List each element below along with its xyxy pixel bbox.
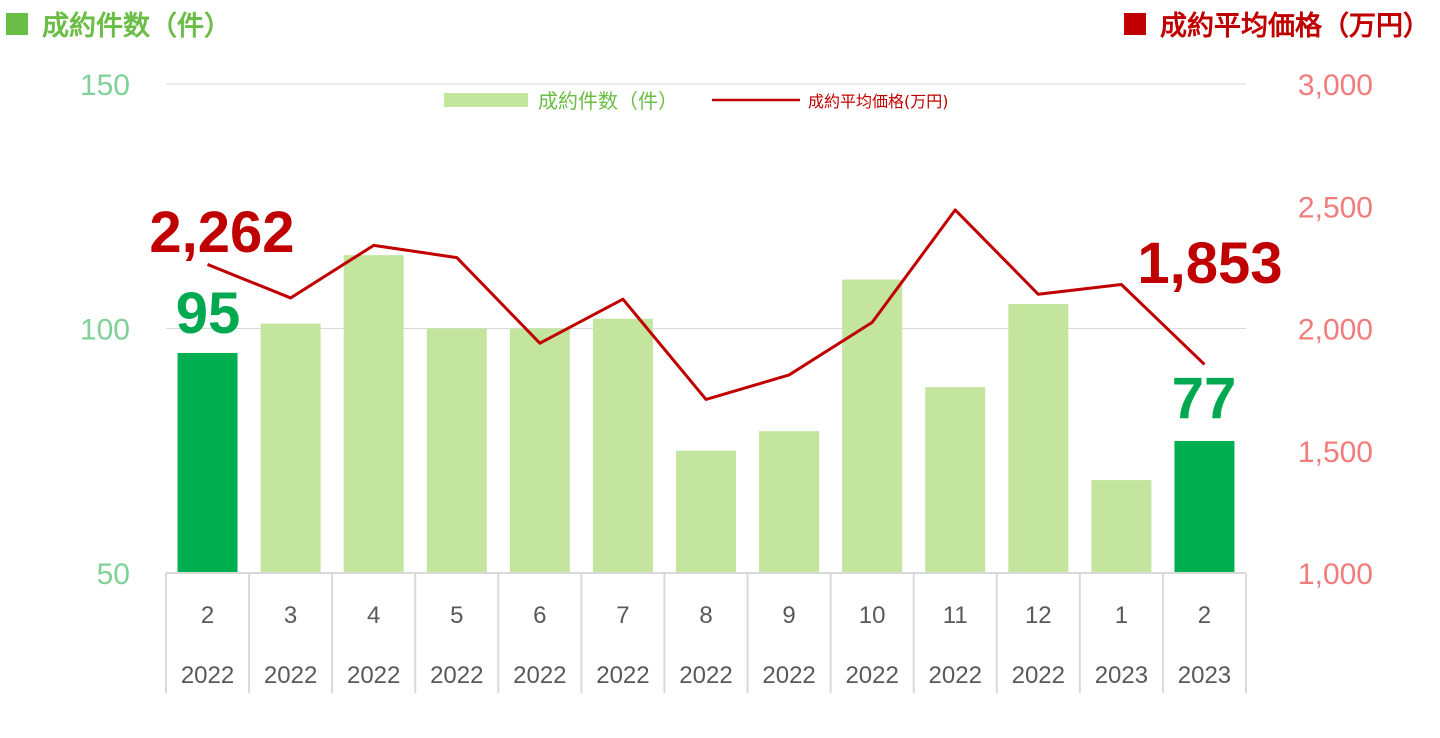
right-header-title: 成約平均価格（万円） bbox=[1160, 11, 1430, 42]
category-month-label: 2 bbox=[1198, 602, 1211, 629]
right-header-square-icon bbox=[1124, 12, 1146, 35]
category-labels: 2 2022 3 2022 4 2022 5 2022 6 2022 7 2022 8 2022 9 2022… bbox=[181, 602, 1231, 689]
bar bbox=[177, 352, 238, 573]
bar bbox=[842, 279, 903, 573]
category-year-label: 2022 bbox=[181, 662, 234, 689]
bar bbox=[260, 323, 321, 573]
left-header-title: 成約件数（件） bbox=[42, 11, 231, 42]
category-year-label: 2022 bbox=[1012, 662, 1065, 689]
category-year-label: 2022 bbox=[513, 662, 566, 689]
category-month-label: 6 bbox=[533, 602, 546, 629]
category-year-label: 2022 bbox=[264, 662, 317, 689]
bar bbox=[343, 255, 404, 573]
left-header-square-icon bbox=[6, 12, 28, 35]
line-value-annotation: 1,853 bbox=[1137, 231, 1282, 296]
right-axis-header: 成約平均価格（万円） bbox=[1124, 4, 1430, 43]
category-month-label: 10 bbox=[859, 602, 886, 629]
left-axis-tick-label: 150 bbox=[80, 69, 130, 102]
line-value-annotation: 2,262 bbox=[149, 200, 294, 265]
bar bbox=[1174, 440, 1235, 573]
legend: 成約件数（件） 成約平均価格(万円) bbox=[444, 89, 949, 113]
category-month-label: 1 bbox=[1115, 602, 1128, 629]
category-year-label: 2022 bbox=[929, 662, 982, 689]
bar bbox=[925, 387, 986, 573]
bar-series bbox=[177, 255, 1235, 573]
bar bbox=[509, 328, 570, 573]
bar bbox=[676, 450, 736, 573]
category-year-label: 2023 bbox=[1178, 662, 1231, 689]
legend-line-label: 成約平均価格(万円) bbox=[808, 92, 949, 111]
bar bbox=[1008, 304, 1069, 573]
category-month-label: 5 bbox=[450, 602, 463, 629]
bar-value-annotation: 77 bbox=[1172, 366, 1237, 431]
legend-bar-swatch bbox=[444, 93, 528, 107]
left-axis-header: 成約件数（件） bbox=[6, 4, 231, 43]
left-axis-tick-label: 50 bbox=[97, 558, 130, 591]
bar bbox=[1091, 480, 1152, 573]
right-axis-tick-label: 1,000 bbox=[1298, 558, 1373, 591]
category-year-label: 2022 bbox=[845, 662, 898, 689]
category-year-label: 2022 bbox=[679, 662, 732, 689]
legend-bar-label: 成約件数（件） bbox=[538, 89, 678, 113]
category-month-label: 8 bbox=[699, 602, 712, 629]
category-year-label: 2022 bbox=[430, 662, 483, 689]
category-year-label: 2022 bbox=[762, 662, 815, 689]
category-month-label: 3 bbox=[284, 602, 297, 629]
category-month-label: 4 bbox=[367, 602, 380, 629]
price-line bbox=[206, 208, 1206, 401]
category-year-label: 2023 bbox=[1095, 662, 1148, 689]
category-month-label: 12 bbox=[1025, 602, 1052, 629]
bar bbox=[592, 318, 653, 573]
annotations: 95 77 2,262 1,853 bbox=[149, 200, 1282, 431]
category-month-label: 11 bbox=[943, 602, 968, 629]
category-month-label: 7 bbox=[616, 602, 629, 629]
right-axis-tick-label: 1,500 bbox=[1298, 436, 1373, 469]
category-month-label: 2 bbox=[201, 602, 214, 629]
category-month-label: 9 bbox=[782, 602, 795, 629]
bar bbox=[759, 431, 820, 573]
category-table bbox=[165, 572, 1247, 693]
category-year-label: 2022 bbox=[347, 662, 400, 689]
right-axis-tick-label: 3,000 bbox=[1298, 69, 1373, 102]
right-axis-tick-label: 2,000 bbox=[1298, 314, 1373, 347]
line-series bbox=[206, 208, 1206, 401]
bar-value-annotation: 95 bbox=[176, 281, 241, 346]
category-year-label: 2022 bbox=[596, 662, 649, 689]
grid-lines bbox=[166, 83, 1246, 329]
left-axis-tick-label: 100 bbox=[80, 314, 130, 347]
right-axis-tick-label: 2,500 bbox=[1298, 191, 1373, 224]
bar bbox=[426, 328, 487, 573]
axis-ticks: 50 100 150 1,000 1,500 2,000 2,500 3,000 bbox=[80, 69, 1373, 591]
